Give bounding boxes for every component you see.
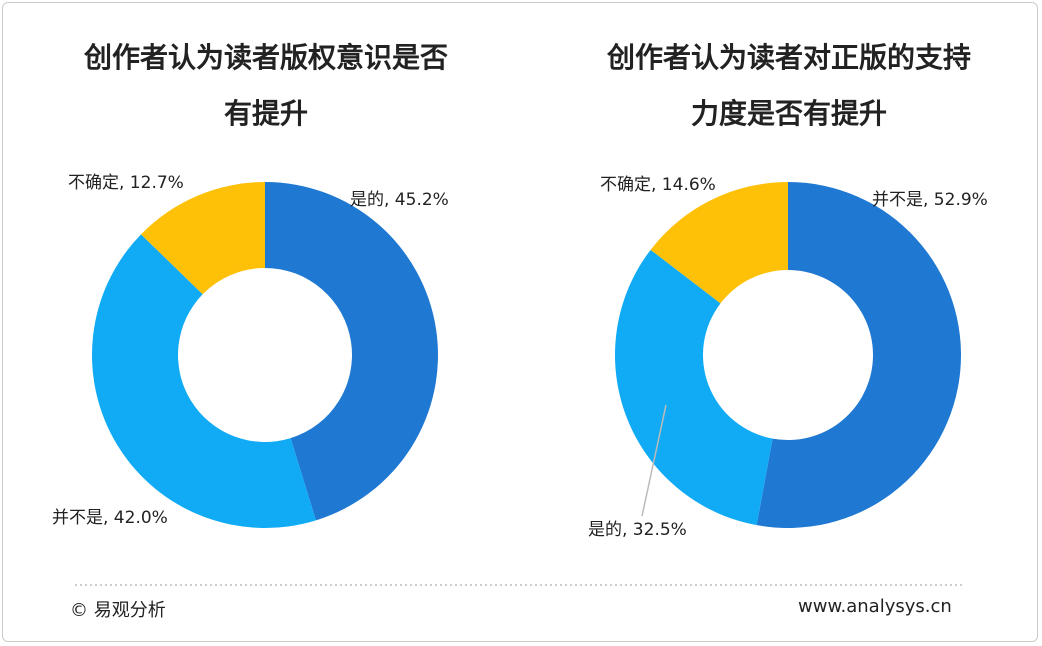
data-label: 并不是, 42.0%: [52, 508, 168, 528]
data-label: 不确定, 12.7%: [68, 173, 184, 193]
data-label: 是的, 32.5%: [588, 520, 687, 540]
slice: [650, 182, 788, 304]
source: © 易观分析: [70, 600, 166, 621]
leader-line: [641, 404, 667, 517]
slice: [614, 249, 773, 526]
slice: [92, 234, 316, 529]
data-label: 并不是, 52.9%: [872, 190, 988, 210]
url: www.analysys.cn: [798, 596, 952, 617]
slice: [141, 182, 265, 295]
slice: [756, 182, 962, 528]
chart-title: 创作者认为读者对正版的支持力度是否有提升: [607, 41, 972, 130]
slice: [265, 182, 438, 521]
data-label: 不确定, 14.6%: [600, 175, 716, 195]
chart-title: 创作者认为读者版权意识是否有提升: [84, 41, 449, 130]
data-label: 是的, 45.2%: [350, 190, 449, 210]
